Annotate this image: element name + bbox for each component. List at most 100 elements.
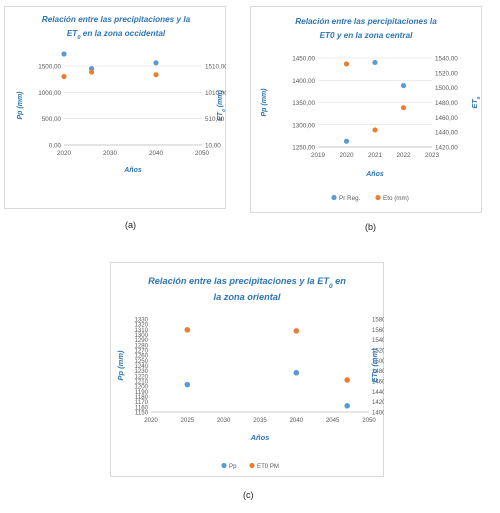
y-tick-label: 1200 — [134, 384, 148, 391]
x-tick-label: 2020 — [339, 152, 354, 159]
data-point — [89, 69, 95, 75]
y-tick-label: 1160 — [135, 404, 149, 411]
x-axis-label: Años — [250, 433, 270, 442]
legend-label: Eto (mm) — [383, 195, 409, 202]
x-axis-label: Años — [365, 171, 384, 178]
y2-tick-label: 1520 — [372, 348, 384, 355]
y-tick-label: 500,00 — [42, 116, 62, 123]
x-tick-label: 2025 — [181, 417, 195, 424]
chart-title-line-2: la zona oriental — [214, 292, 281, 302]
x-tick-label: 2040 — [290, 417, 304, 424]
y2-axis-label: ET0 — [472, 96, 482, 108]
y2-tick-label: 1580 — [372, 317, 384, 324]
y-tick-label: 1250,00 — [292, 145, 315, 152]
data-point — [293, 369, 300, 376]
caption-c: (c) — [243, 490, 254, 500]
y-axis-label: Pp (mm) — [261, 88, 268, 117]
x-tick-label: 2035 — [253, 417, 267, 424]
y-tick-label: 1220 — [134, 373, 148, 380]
y2-tick-label: 1400 — [372, 410, 384, 417]
y-tick-label: 1270 — [134, 348, 148, 355]
caption-b: (b) — [365, 222, 376, 232]
y2-tick-label: 510,00 — [205, 116, 225, 123]
chart-panel-c — [110, 262, 384, 477]
y2-axis-label: ETo (mm) — [370, 348, 379, 383]
y-tick-label: 1210 — [134, 379, 148, 386]
y2-tick-label: 1420,00 — [435, 145, 458, 152]
data-point — [61, 51, 67, 57]
caption-a: (a) — [125, 220, 136, 230]
y2-tick-label: 1540 — [372, 337, 384, 344]
y2-tick-label: 1010,00 — [205, 90, 226, 97]
chart-c: Relación entre las precipitaciones y la … — [116, 276, 384, 470]
y-tick-label: 1330 — [134, 317, 148, 324]
x-tick-label: 2050 — [195, 150, 210, 157]
data-point — [184, 327, 191, 333]
data-point — [372, 127, 378, 133]
y-tick-label: 1320 — [134, 322, 148, 329]
data-point — [372, 59, 378, 66]
data-point — [400, 82, 407, 89]
data-point — [343, 138, 350, 144]
chart-title-line-1: Relación entre las percipitaciones la — [295, 17, 437, 26]
y-tick-label: 1300,00 — [292, 122, 315, 129]
y-tick-label: 1450,00 — [292, 56, 315, 63]
y-tick-label: 1350,00 — [292, 100, 315, 107]
x-tick-label: 2021 — [368, 152, 383, 159]
y2-tick-label: 1480 — [372, 368, 384, 375]
chart-title-line-1: Relación entre las precipitaciones y la … — [148, 276, 346, 290]
y2-tick-label: 1460,00 — [435, 115, 458, 122]
x-tick-label: 2020 — [144, 417, 158, 424]
x-axis-label: Años — [123, 167, 142, 174]
y2-tick-label: 10,00 — [205, 143, 221, 150]
data-point — [343, 61, 350, 67]
x-tick-label: 2045 — [326, 417, 340, 424]
chart-title-line-2: ET0 y en la zona central — [320, 31, 414, 40]
legend-marker — [331, 194, 337, 201]
y2-tick-label: 1520,00 — [435, 70, 458, 77]
chart-title-line-1: Relación entre las precipitaciones y la — [42, 15, 191, 24]
y2-tick-label: 1440,00 — [435, 130, 458, 137]
chart-panel-a — [4, 6, 226, 209]
data-point — [184, 381, 191, 388]
x-tick-label: 2019 — [311, 152, 326, 159]
y-tick-label: 1150 — [135, 410, 149, 417]
x-tick-label: 2050 — [362, 417, 376, 424]
chart-b: Relación entre las percipitaciones la ET0… — [261, 17, 482, 202]
data-point — [153, 60, 159, 66]
y-tick-label: 1240 — [134, 363, 148, 370]
y-tick-label: 1000,00 — [38, 90, 61, 97]
y-tick-label: 1190 — [135, 389, 149, 396]
x-tick-label: 2022 — [396, 152, 411, 159]
legend-marker — [221, 462, 227, 469]
x-tick-label: 2030 — [217, 417, 231, 424]
y2-tick-label: 1500 — [372, 358, 384, 365]
y-tick-label: 1170 — [135, 399, 149, 406]
y-tick-label: 1500,00 — [38, 64, 61, 71]
y2-tick-label: 1420 — [372, 399, 384, 406]
chart-title-line-2: ET0 en la zona occidental — [67, 29, 166, 41]
x-tick-label: 2040 — [149, 150, 164, 157]
y-axis-label: Pp (mm) — [116, 350, 125, 381]
y2-tick-label: 1440 — [372, 389, 384, 396]
y2-axis-label: ET0 (mm) — [217, 89, 226, 120]
y-tick-label: 1180 — [135, 394, 149, 401]
x-tick-label: 2030 — [103, 150, 118, 157]
legend-label: Pp — [229, 463, 237, 470]
data-point — [61, 73, 67, 80]
y-tick-label: 1280 — [134, 342, 148, 349]
data-point — [344, 403, 350, 409]
data-point — [400, 105, 407, 111]
y-tick-label: 1400,00 — [292, 78, 315, 85]
legend-marker — [375, 194, 381, 201]
chart-panel-b — [250, 6, 482, 213]
y2-tick-label: 1460 — [372, 379, 384, 386]
legend-marker — [249, 462, 255, 469]
y2-tick-label: 1480,00 — [435, 100, 458, 107]
y-tick-label: 1300 — [134, 332, 148, 339]
x-tick-label: 2023 — [425, 152, 440, 159]
y2-tick-label: 1500,00 — [435, 85, 458, 92]
y-tick-label: 1250 — [134, 358, 148, 365]
y-tick-label: 1260 — [134, 353, 148, 360]
y-tick-label: 1230 — [134, 368, 148, 375]
